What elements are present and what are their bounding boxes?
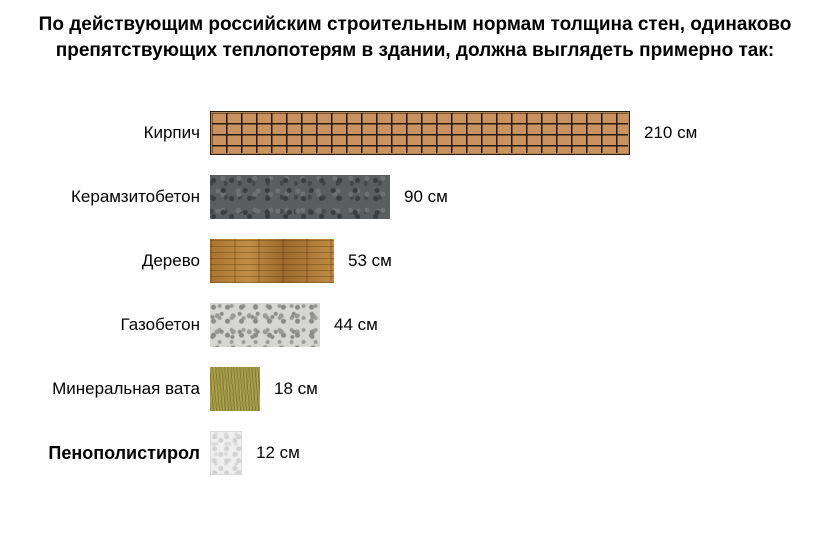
bar-minwool [210,367,260,411]
chart-title: По действующим российским строительным н… [20,12,810,63]
bar-row: Пенополистирол 12 см [20,431,810,475]
bar-value: 18 см [274,379,318,399]
bar-label: Дерево [20,251,210,271]
bar-area: 210 см [210,111,810,155]
bar-value: 53 см [348,251,392,271]
bar-value: 44 см [334,315,378,335]
bar-area: 53 см [210,239,810,283]
title-line-1: По действующим российским строительным н… [39,14,792,35]
bar-area: 18 см [210,367,810,411]
bar-wood [210,239,334,283]
bar-area: 44 см [210,303,810,347]
materials-bar-chart: Кирпич 210 см Керамзитобетон 90 см Дерев… [20,111,810,475]
bar-keramzit [210,175,390,219]
bar-brick [210,111,630,155]
bar-row: Газобетон 44 см [20,303,810,347]
title-line-2: препятствующих теплопотерям в здании, до… [56,40,774,61]
bar-row: Керамзитобетон 90 см [20,175,810,219]
bar-value: 90 см [404,187,448,207]
bar-value: 12 см [256,443,300,463]
bar-label: Пенополистирол [20,443,210,464]
bar-value: 210 см [644,123,697,143]
bar-area: 90 см [210,175,810,219]
bar-area: 12 см [210,431,810,475]
bar-label: Газобетон [20,315,210,335]
bar-label: Керамзитобетон [20,187,210,207]
bar-gazobeton [210,303,320,347]
bar-label: Минеральная вата [20,379,210,399]
bar-row: Кирпич 210 см [20,111,810,155]
bar-eps [210,431,242,475]
bar-row: Дерево 53 см [20,239,810,283]
bar-row: Минеральная вата 18 см [20,367,810,411]
bar-label: Кирпич [20,123,210,143]
